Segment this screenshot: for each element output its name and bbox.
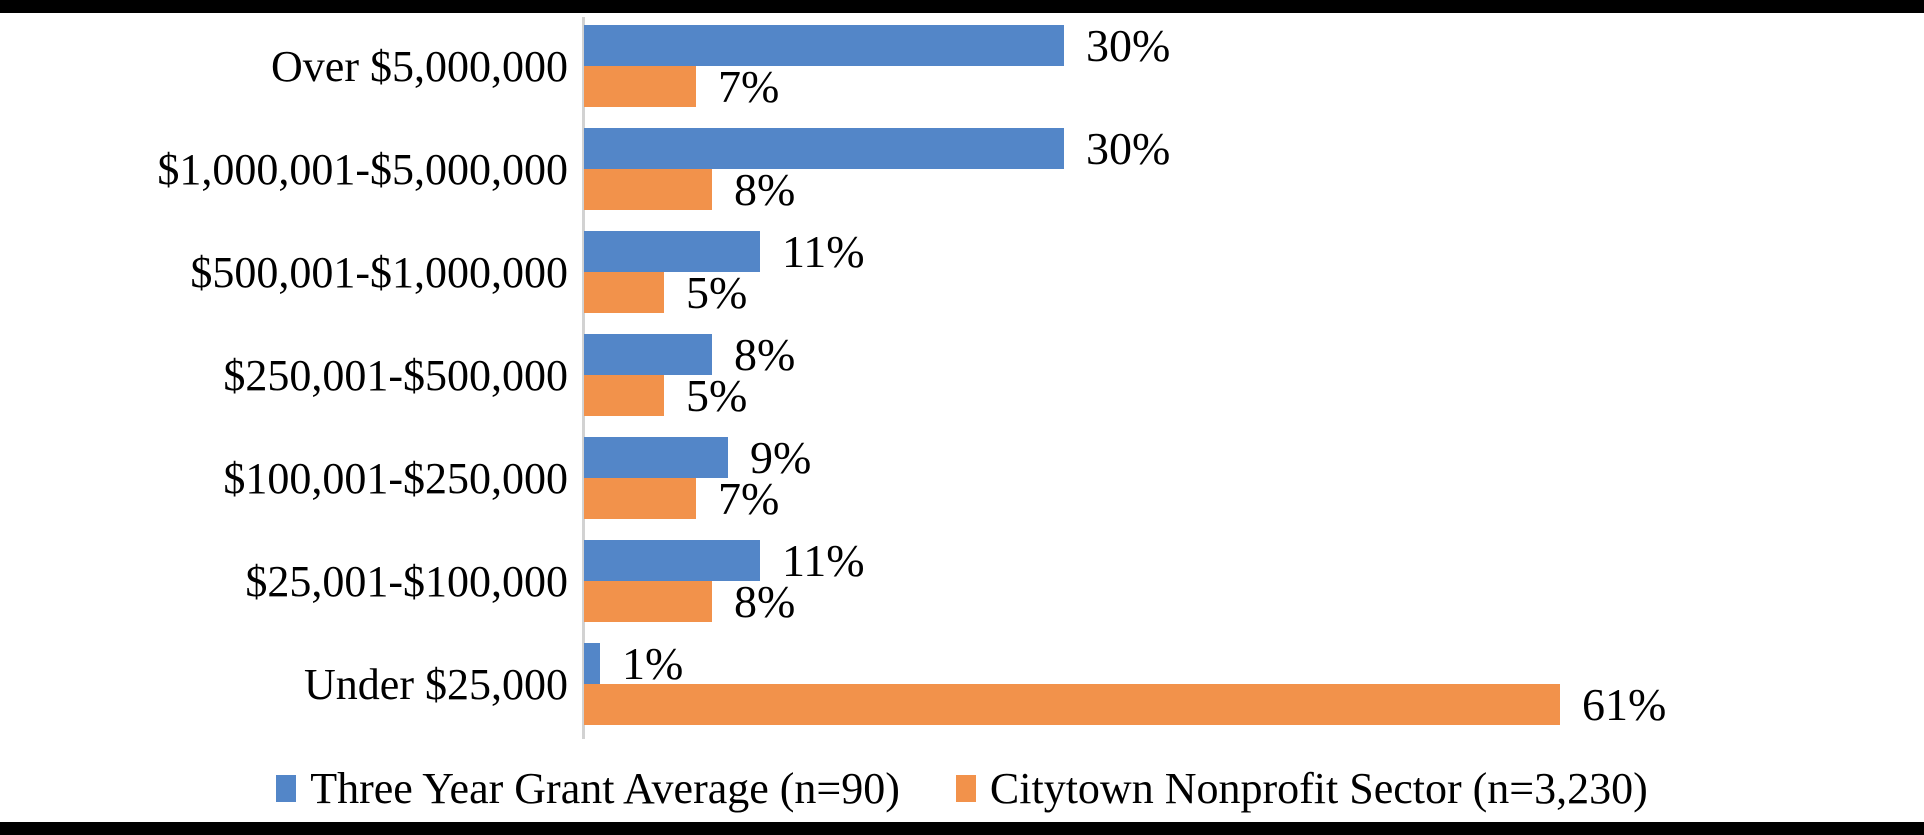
bar-grant-average [584, 334, 712, 375]
bar-nonprofit-sector [584, 478, 696, 519]
bar-nonprofit-sector [584, 375, 664, 416]
bar-pair: 11% 8% [584, 534, 865, 627]
bar-row: 8% [584, 163, 1170, 215]
bar-nonprofit-sector [584, 66, 696, 107]
bar-pair: 1% 61% [584, 637, 1667, 730]
data-label: 9% [750, 431, 812, 483]
data-label: 5% [686, 266, 748, 318]
data-label: 8% [734, 163, 796, 215]
bar-grant-average [584, 437, 728, 478]
data-label: 11% [782, 225, 865, 277]
bar-nonprofit-sector [584, 684, 1560, 725]
bar-row: 8% [584, 328, 796, 380]
bar-nonprofit-sector [584, 272, 664, 313]
category-group: Under $25,000 1% 61% [0, 637, 1924, 730]
bar-row: 30% [584, 122, 1171, 174]
bar-pair: 8% 5% [584, 328, 796, 421]
plot-area: Over $5,000,000 30% 7% $1,000,001-$5,000,00… [0, 13, 1924, 739]
category-label: $500,001-$1,000,000 [190, 247, 568, 297]
category-label: $1,000,001-$5,000,000 [157, 144, 568, 194]
legend-item-grant-average: Three Year Grant Average (n=90) [276, 763, 900, 814]
category-label: Over $5,000,000 [271, 41, 568, 91]
bar-row: 7% [584, 60, 1170, 112]
grouped-bar-chart: Over $5,000,000 30% 7% $1,000,001-$5,000,00… [0, 13, 1924, 814]
data-label: 8% [734, 575, 796, 627]
bottom-black-strip [0, 822, 1924, 835]
bar-row: 61% [584, 678, 1667, 730]
y-axis-line [582, 17, 585, 739]
legend-swatch-blue [276, 775, 297, 802]
bar-row: 7% [584, 472, 811, 524]
category-group: Over $5,000,000 30% 7% [0, 19, 1924, 112]
bar-row: 5% [584, 266, 865, 318]
category-group: $100,001-$250,000 9% 7% [0, 431, 1924, 524]
legend-item-nonprofit-sector: Citytown Nonprofit Sector (n=3,230) [955, 763, 1648, 814]
bar-grant-average [584, 231, 760, 272]
data-label: 7% [718, 472, 780, 524]
bar-row: 9% [584, 431, 812, 483]
bar-pair: 30% 7% [584, 19, 1171, 112]
bar-grant-average [584, 643, 600, 684]
data-label: 30% [1086, 19, 1171, 71]
data-label: 1% [622, 637, 684, 689]
category-label: $25,001-$100,000 [245, 556, 568, 606]
category-label: Under $25,000 [304, 659, 568, 709]
category-group: $1,000,001-$5,000,000 30% 8% [0, 122, 1924, 215]
top-black-strip [0, 0, 1924, 13]
bar-row: 1% [584, 637, 1666, 689]
bar-row: 11% [584, 225, 865, 277]
bar-row: 5% [584, 369, 795, 421]
data-label: 30% [1086, 122, 1171, 174]
bar-row: 11% [584, 534, 865, 586]
category-label: $250,001-$500,000 [223, 350, 568, 400]
category-group: $500,001-$1,000,000 11% 5% [0, 225, 1924, 318]
bar-pair: 30% 8% [584, 122, 1171, 215]
bar-grant-average [584, 540, 760, 581]
data-label: 5% [686, 369, 748, 421]
data-label: 61% [1582, 678, 1667, 730]
bar-row: 8% [584, 575, 865, 627]
bar-grant-average [584, 25, 1064, 66]
data-label: 8% [734, 328, 796, 380]
legend-label: Three Year Grant Average (n=90) [310, 764, 900, 813]
data-label: 7% [718, 60, 780, 112]
bar-nonprofit-sector [584, 581, 712, 622]
bar-grant-average [584, 128, 1064, 169]
bar-row: 30% [584, 19, 1171, 71]
category-group: $25,001-$100,000 11% 8% [0, 534, 1924, 627]
bar-pair: 11% 5% [584, 225, 865, 318]
category-group: $250,001-$500,000 8% 5% [0, 328, 1924, 421]
category-label: $100,001-$250,000 [223, 453, 568, 503]
legend: Three Year Grant Average (n=90) Citytown… [0, 763, 1924, 814]
bar-nonprofit-sector [584, 169, 712, 210]
legend-swatch-orange [955, 775, 976, 802]
legend-label: Citytown Nonprofit Sector (n=3,230) [989, 764, 1648, 813]
data-label: 11% [782, 534, 865, 586]
bar-pair: 9% 7% [584, 431, 812, 524]
